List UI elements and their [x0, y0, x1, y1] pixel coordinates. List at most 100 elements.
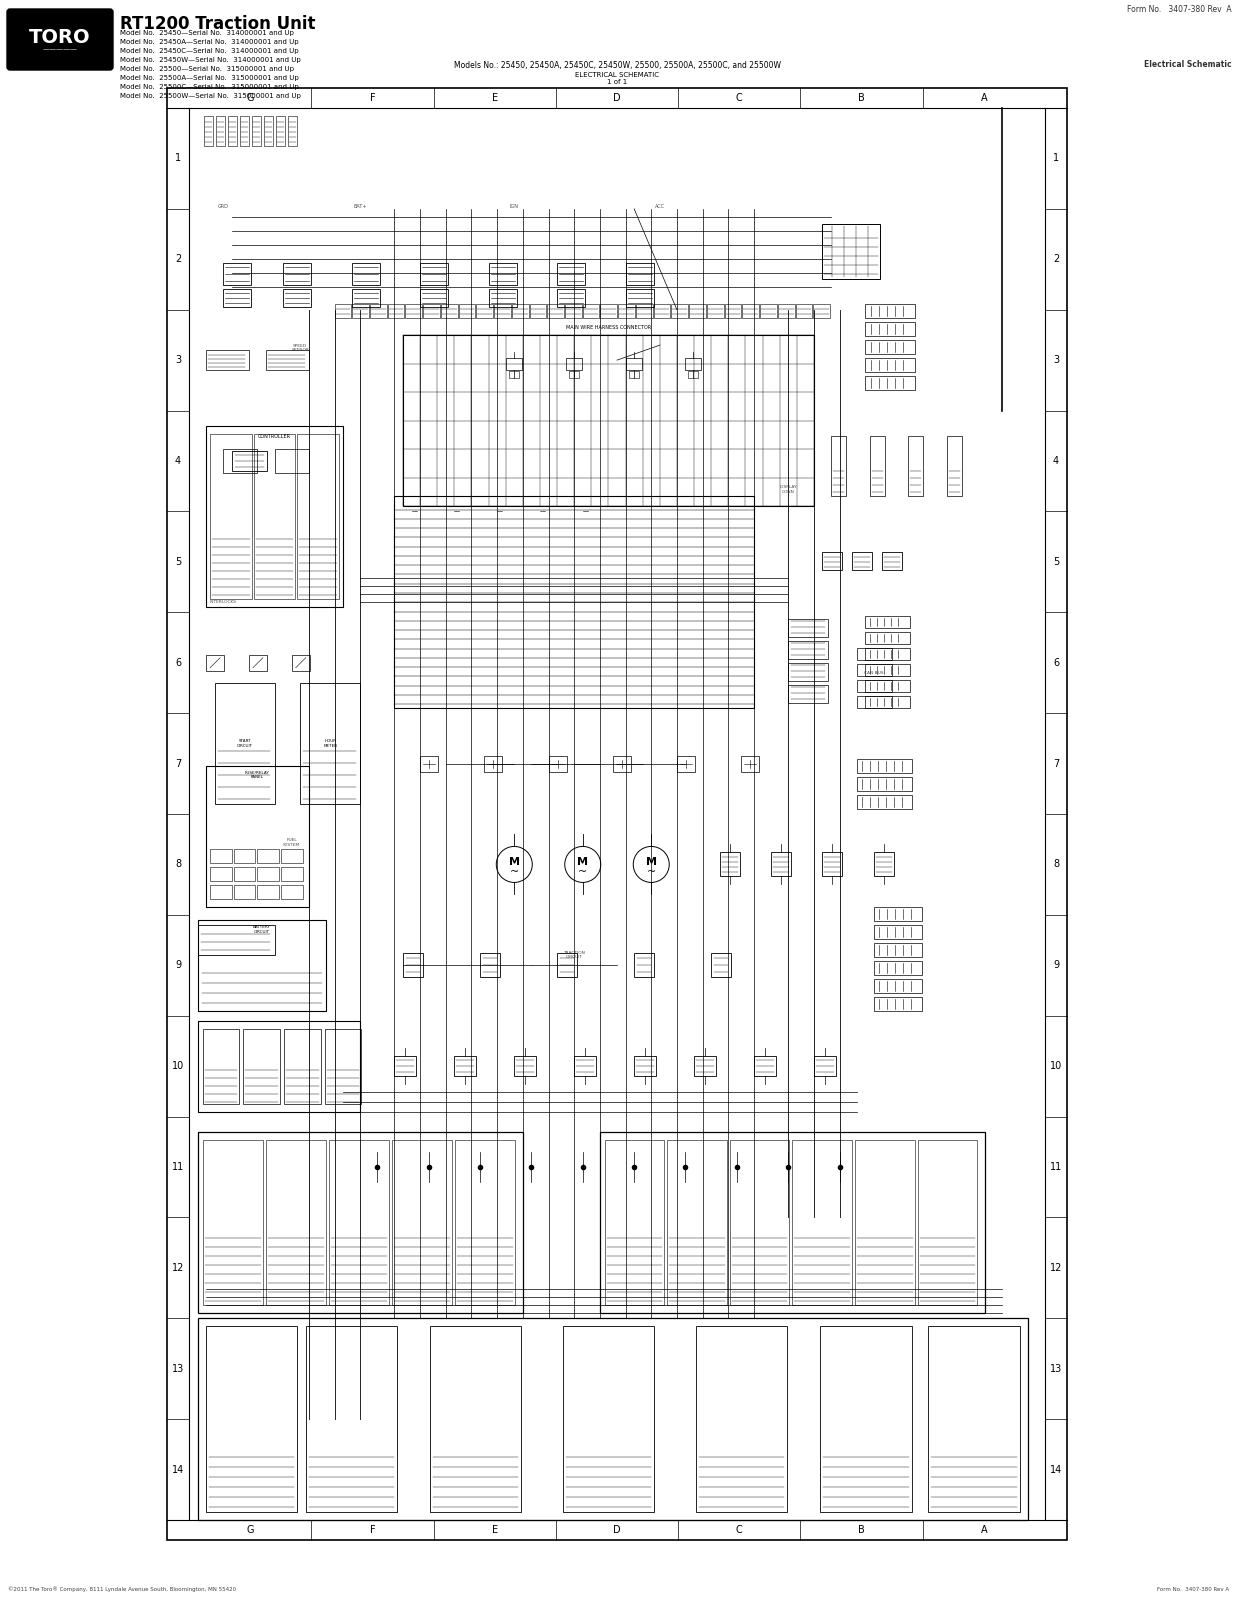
Bar: [234, 850, 256, 862]
Text: 12: 12: [172, 1262, 184, 1274]
Bar: [636, 304, 653, 318]
Bar: [266, 1139, 325, 1306]
Text: ACC: ACC: [654, 205, 664, 210]
Text: Model No.  25500C—Serial No.  315000001 and Up: Model No. 25500C—Serial No. 315000001 an…: [120, 83, 299, 90]
Bar: [306, 1326, 397, 1512]
Bar: [403, 334, 814, 507]
Bar: [283, 262, 312, 285]
Bar: [207, 426, 343, 608]
Bar: [672, 304, 688, 318]
Bar: [865, 304, 915, 318]
Bar: [793, 1139, 852, 1306]
Bar: [741, 755, 760, 771]
Bar: [421, 288, 448, 307]
Bar: [865, 376, 915, 390]
Bar: [865, 358, 915, 371]
Bar: [421, 262, 448, 285]
Bar: [557, 954, 578, 978]
Text: DISPLAY
CONN: DISPLAY CONN: [779, 485, 797, 493]
Text: 8: 8: [1053, 859, 1059, 869]
Bar: [865, 696, 910, 709]
Bar: [240, 117, 249, 146]
Bar: [489, 262, 517, 285]
Bar: [600, 304, 617, 318]
Bar: [865, 648, 910, 661]
Text: RT1200 Traction Unit: RT1200 Traction Unit: [120, 14, 315, 34]
Text: MAIN WIRE HARNESS CONNECTOR: MAIN WIRE HARNESS CONNECTOR: [565, 325, 651, 330]
Text: 1: 1: [174, 154, 181, 163]
Bar: [873, 960, 922, 974]
Bar: [454, 1056, 476, 1077]
Bar: [324, 1029, 361, 1104]
Text: G: G: [246, 1525, 254, 1534]
Bar: [476, 304, 494, 318]
Bar: [266, 350, 309, 370]
Text: 13: 13: [172, 1363, 184, 1374]
Bar: [223, 288, 251, 307]
Text: B: B: [858, 1525, 865, 1534]
Text: START
CIRCUIT: START CIRCUIT: [236, 739, 252, 747]
Bar: [760, 304, 777, 318]
Text: TRACTION
CIRCUIT: TRACTION CIRCUIT: [563, 950, 585, 960]
Bar: [946, 435, 961, 496]
Bar: [565, 358, 581, 370]
Bar: [292, 654, 309, 670]
Bar: [557, 288, 585, 307]
Bar: [635, 1056, 656, 1077]
Bar: [557, 262, 585, 285]
Bar: [254, 434, 296, 600]
Bar: [755, 1056, 776, 1077]
Text: F: F: [370, 1525, 375, 1534]
Text: G: G: [246, 93, 254, 102]
Text: 13: 13: [1050, 1363, 1063, 1374]
Text: 4: 4: [1053, 456, 1059, 466]
Bar: [852, 552, 872, 570]
Bar: [421, 755, 438, 771]
Bar: [873, 853, 894, 877]
Bar: [685, 358, 701, 370]
Bar: [626, 288, 653, 307]
Bar: [865, 680, 910, 693]
Bar: [873, 907, 922, 920]
Bar: [583, 304, 600, 318]
Bar: [198, 1318, 1028, 1520]
Text: ~: ~: [647, 867, 656, 877]
Bar: [198, 920, 327, 1011]
Text: 6: 6: [1053, 658, 1059, 667]
Bar: [257, 850, 280, 862]
Bar: [215, 683, 275, 803]
Text: 10: 10: [172, 1061, 184, 1070]
Bar: [908, 435, 923, 496]
Bar: [873, 979, 922, 992]
Text: BATTERY
CIRCUIT: BATTERY CIRCUIT: [252, 925, 271, 933]
Bar: [459, 304, 475, 318]
Bar: [873, 942, 922, 957]
Bar: [276, 117, 285, 146]
Bar: [788, 662, 829, 682]
Bar: [198, 925, 275, 955]
Bar: [689, 304, 706, 318]
Bar: [234, 867, 256, 882]
Bar: [430, 1326, 521, 1512]
Bar: [210, 434, 252, 600]
Text: HOUR
METER: HOUR METER: [323, 739, 338, 747]
Bar: [297, 434, 339, 600]
Text: C: C: [736, 1525, 742, 1534]
Bar: [485, 755, 502, 771]
Bar: [257, 867, 280, 882]
Bar: [216, 117, 225, 146]
Bar: [857, 758, 912, 773]
Bar: [870, 435, 884, 496]
Bar: [600, 1131, 985, 1314]
Bar: [547, 304, 564, 318]
Bar: [823, 552, 842, 570]
Text: 11: 11: [172, 1162, 184, 1171]
Bar: [814, 1056, 836, 1077]
Bar: [612, 755, 631, 771]
Bar: [198, 1021, 360, 1112]
Text: E: E: [491, 1525, 497, 1534]
Bar: [207, 766, 309, 907]
Text: 8: 8: [174, 859, 181, 869]
Bar: [857, 648, 892, 661]
Bar: [831, 435, 846, 496]
